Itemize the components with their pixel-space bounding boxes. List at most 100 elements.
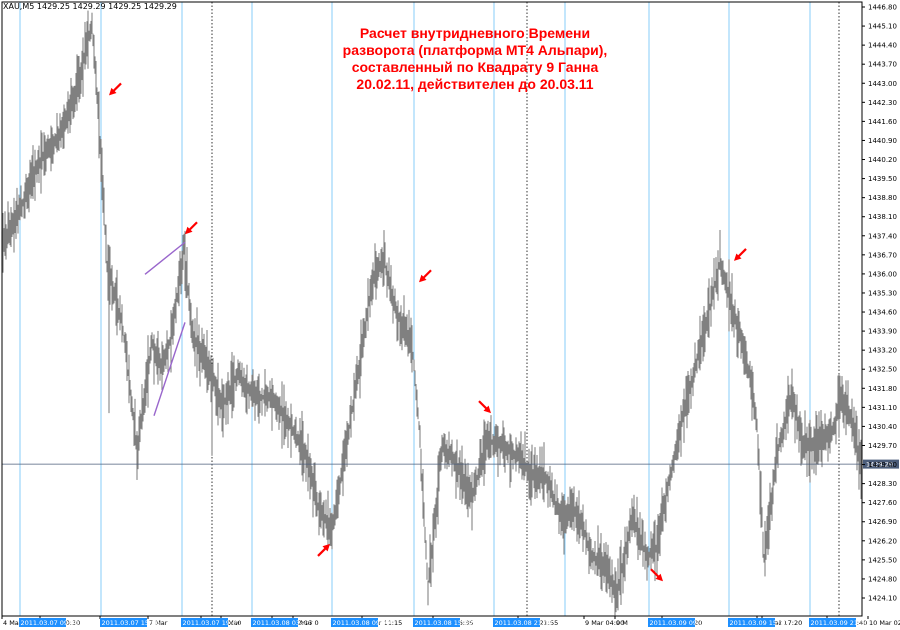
price-tick-label: 1425.50 (868, 556, 897, 564)
price-tick-label: 1440.20 (868, 156, 897, 164)
marker-time-bg (19, 618, 66, 627)
marker-time-label: 2011.03.09 21:00 (811, 619, 869, 627)
marker-time-bg (413, 618, 460, 627)
price-tick-label: 1437.40 (868, 232, 897, 240)
marker-time-bg (251, 618, 298, 627)
arrow-head (734, 253, 742, 261)
current-price-tag (863, 459, 899, 469)
trendline-top-arrow (185, 221, 198, 235)
time-tick-label: 9 Mar 04:00 (585, 619, 624, 627)
time-tick-label: 9 M (616, 619, 628, 627)
price-tick-label: 1444.40 (868, 42, 897, 50)
marker-time-badge: 2011.03.09 21:00 (809, 618, 869, 627)
current-price-label: 1429.29 (866, 461, 893, 469)
marker-time-badge: 2011.03.08 03:00 (251, 618, 311, 627)
marker-time-badge: 2011.03.08 21:00 (493, 618, 553, 627)
marker-time-label: 2011.03.07 09:00 (21, 619, 79, 627)
current-price-line: 1429.29 (2, 459, 899, 469)
time-tick-label: 8 Mar (222, 619, 241, 627)
price-tick-label: 1438.10 (868, 213, 897, 221)
price-tick-label: 1446.80 (868, 4, 897, 12)
price-tick-label: 1436.00 (868, 270, 897, 278)
marker-time-badge: 2011.03.07 09:00 (19, 618, 79, 627)
price-tick-label: 1433.90 (868, 328, 897, 336)
time-tick-label: 8 Mar 11:15 (363, 619, 402, 627)
marker-time-badge: 2011.03.07 15:00 (100, 618, 160, 627)
price-tick-label: 1426.20 (868, 537, 897, 545)
price-tick-label: 1429.00 (868, 461, 897, 469)
marker-time-bg (100, 618, 147, 627)
low-arrow (317, 543, 330, 557)
time-tick-label: 9 Mar 17:20 (763, 619, 802, 627)
marker-time-label: 2011.03.09 15:00 (730, 619, 788, 627)
marker-time-label: 2011.03.08 03:00 (253, 619, 311, 627)
price-tick-label: 1426.90 (868, 518, 897, 526)
plot-frame (1, 1, 863, 617)
marker-time-label: 2011.03.08 21:00 (495, 619, 553, 627)
marker-time-bg (331, 618, 378, 627)
title-line: разворота (платформа МТ4 Альпари), (343, 42, 608, 58)
price-tick-label: 1440.90 (868, 137, 897, 145)
price-tick-label: 1431.80 (868, 385, 897, 393)
trendline[interactable] (144, 241, 186, 275)
time-axis: 4 Mar 20117 Mar 10:307 Mar 15:507 Mar7 M… (1, 616, 900, 627)
marker-time-bg (181, 618, 228, 627)
price-tick-label: 1442.30 (868, 99, 897, 107)
time-tick-label: 8 Mar 0 (294, 619, 319, 627)
price-tick-label: 1445.10 (868, 23, 897, 31)
marker-time-label: 2011.03.07 19:00 (183, 619, 241, 627)
time-tick-label: 10 Mar 02:05 (869, 619, 900, 627)
title-line: Расчет внутридневного Времени (360, 25, 590, 41)
arrow-shaft (736, 248, 747, 259)
arrow-head (109, 87, 117, 96)
price-tick-label: 1424.80 (868, 575, 897, 583)
price-tick-label: 1429.70 (868, 442, 897, 450)
peak-arrow (109, 82, 122, 96)
marker-time-badge: 2011.03.08 09:00 (331, 618, 391, 627)
arrow-shaft (317, 546, 328, 557)
marker-time-bg (728, 618, 775, 627)
trendline[interactable] (153, 322, 186, 417)
day-separator-lines (211, 2, 840, 616)
mid-high-arrow (419, 269, 432, 283)
arrow-head (185, 226, 193, 235)
price-tick-label: 1439.50 (868, 175, 897, 183)
price-tick-label: 1434.60 (868, 309, 897, 317)
price-tick-label: 1424.10 (868, 595, 897, 603)
price-series (1, 10, 862, 616)
title-line: составленный по Квадрату 9 Ганна (352, 59, 599, 75)
price-tick-label: 1443.00 (868, 80, 897, 88)
marker-time-badge: 2011.03.09 15:00 (728, 618, 788, 627)
price-tick-label: 1435.30 (868, 289, 897, 297)
arrow-head (483, 405, 491, 414)
title-line: 20.02.11, действителен до 20.03.11 (356, 76, 593, 92)
price-tick-label: 1430.40 (868, 423, 897, 431)
arrow-head (322, 543, 330, 552)
price-tick-label: 1427.60 (868, 499, 897, 507)
price-tick-label: 1438.80 (868, 194, 897, 202)
time-tick-label: 7 Mar (149, 619, 168, 627)
small-high-arrow (478, 400, 491, 414)
price-tick-label: 1432.50 (868, 366, 897, 374)
marker-time-bg (493, 618, 540, 627)
price-tick-label: 1428.30 (868, 480, 897, 488)
marker-time-label: 2011.03.08 09:00 (333, 619, 391, 627)
marker-time-badge: 2011.03.09 09:00 (648, 618, 708, 627)
price-tick-label: 1441.60 (868, 118, 897, 126)
price-axis: 1446.80 1445.10 1444.40 1443.70 1443.00 1442.… (862, 4, 897, 603)
price-tick-label: 1431.10 (868, 404, 897, 412)
marker-time-badge: 2011.03.08 15:00 (413, 618, 473, 627)
bottom-low-arrow (650, 568, 663, 582)
arrow-head (655, 573, 663, 582)
marker-time-label: 2011.03.08 15:00 (415, 619, 473, 627)
arrow-head (419, 274, 427, 283)
marker-time-label: 2011.03.07 15:00 (102, 619, 160, 627)
right-high-arrow (734, 248, 747, 261)
symbol-info: XAU,M5 1429.25 1429.29 1429.25 1429.29 (3, 2, 177, 11)
marker-time-label: 2011.03.09 09:00 (650, 619, 708, 627)
price-tick-label: 1433.20 (868, 347, 897, 355)
